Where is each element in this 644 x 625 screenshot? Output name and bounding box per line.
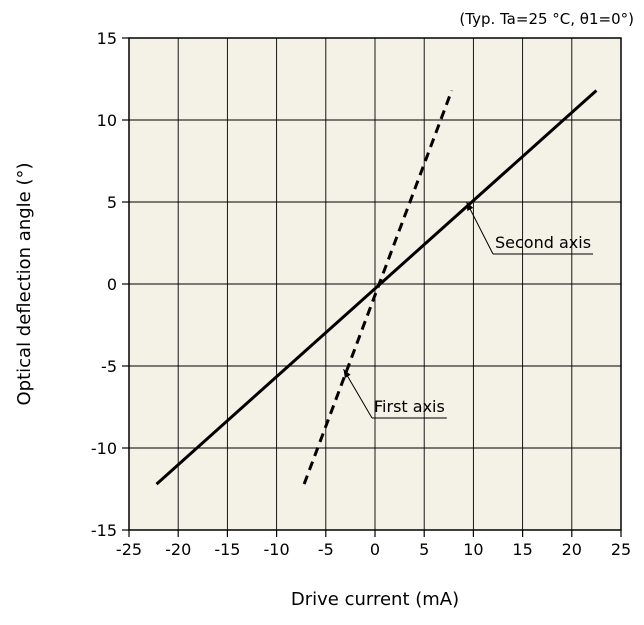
x-tick-label: -20 (165, 540, 191, 559)
annotation-label: Second axis (495, 233, 591, 252)
x-tick-label: -25 (116, 540, 142, 559)
x-tick-label: 25 (611, 540, 631, 559)
y-tick-label: -5 (101, 357, 117, 376)
tick-marks (122, 37, 622, 537)
y-tick-label: 10 (97, 111, 117, 130)
y-tick-label: 5 (107, 193, 117, 212)
y-tick-labels: -15 -10 -5 0 5 10 15 (91, 29, 117, 540)
x-tick-label: -5 (318, 540, 334, 559)
second-axis-line (155, 89, 598, 486)
annotation-layer: Second axis First axis (343, 201, 594, 419)
y-tick-label: -15 (91, 521, 117, 540)
annotation-leader (343, 369, 373, 419)
x-axis-title: Drive current (mA) (291, 589, 459, 610)
x-tick-label: 5 (419, 540, 429, 559)
y-tick-label: 0 (107, 275, 117, 294)
y-tick-label: -10 (91, 439, 117, 458)
series-layer (155, 89, 598, 486)
grid (129, 38, 621, 530)
y-tick-label: 15 (97, 29, 117, 48)
first-axis-line (302, 89, 454, 485)
first-axis-annotation: First axis (343, 369, 447, 419)
second-axis-annotation: Second axis (466, 201, 594, 255)
annotation-arrowhead (343, 369, 351, 379)
x-tick-labels: -25 -20 -15 -10 -5 0 5 10 15 20 25 (116, 540, 631, 559)
annotation-arrowhead (466, 202, 474, 211)
x-tick-label: 15 (512, 540, 532, 559)
x-tick-label: 10 (463, 540, 483, 559)
annotation-leader (466, 201, 494, 255)
x-tick-label: -10 (264, 540, 290, 559)
x-tick-label: -15 (214, 540, 240, 559)
y-axis-title: Optical deflection angle (°) (14, 162, 35, 405)
x-tick-label: 0 (370, 540, 380, 559)
annotation-label: First axis (374, 397, 445, 416)
x-tick-label: 20 (562, 540, 582, 559)
chart-note: (Typ. Ta=25 °C, θ1=0°) (459, 10, 634, 28)
plot-frame (128, 37, 622, 531)
